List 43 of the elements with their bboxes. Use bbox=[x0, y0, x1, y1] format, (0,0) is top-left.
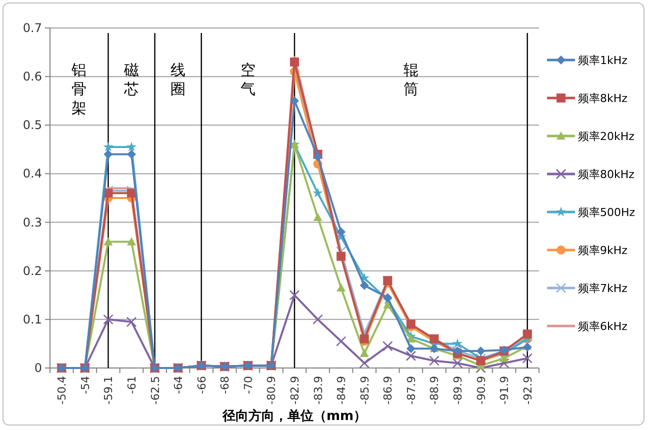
x-tick-label: -66 bbox=[195, 376, 208, 394]
x-axis-title: 径向方向，单位（mm） bbox=[221, 408, 367, 424]
annotation: 磁芯 bbox=[123, 61, 139, 98]
x-tick-label: -62.5 bbox=[148, 376, 162, 404]
x-tick-label: -88.9 bbox=[428, 376, 442, 404]
annotation: 辊筒 bbox=[403, 61, 418, 98]
x-tick-label: -85.9 bbox=[358, 376, 372, 404]
y-tick-label: 0.7 bbox=[22, 21, 42, 35]
y-tick-label: 0.6 bbox=[22, 70, 42, 84]
x-tick-label: -90.9 bbox=[474, 376, 488, 404]
x-tick-label: -50.4 bbox=[56, 376, 69, 404]
x-tick-label: -87.9 bbox=[404, 376, 418, 404]
x-tick-label: -54 bbox=[78, 376, 92, 394]
x-tick-label: -70 bbox=[242, 376, 255, 394]
x-tick-label: -61 bbox=[126, 376, 138, 394]
annotation: 铝骨架 bbox=[70, 61, 87, 117]
x-tick-label: -91.9 bbox=[498, 376, 512, 404]
y-tick-label: 0.3 bbox=[22, 215, 42, 230]
legend-label: 频率9kHz bbox=[578, 244, 628, 257]
y-tick-label: 0.1 bbox=[22, 312, 42, 326]
y-tick-label: 0.5 bbox=[22, 118, 42, 132]
legend-label: 频率6kHz bbox=[578, 320, 628, 333]
annotation: 线圈 bbox=[170, 61, 186, 98]
x-tick-label: -84.9 bbox=[335, 376, 348, 404]
y-tick-label: 0.2 bbox=[22, 264, 42, 278]
legend-label: 频率8kHz bbox=[578, 92, 628, 105]
legend-label: 频率80kHz bbox=[578, 168, 635, 181]
x-tick-label: -80.9 bbox=[265, 376, 278, 404]
x-tick-label: -82.9 bbox=[288, 376, 302, 404]
x-tick-label: -59.1 bbox=[102, 376, 116, 404]
x-tick-label: -68 bbox=[218, 376, 232, 394]
legend-label: 频率1kHz bbox=[578, 54, 628, 67]
x-tick-label: -89.9 bbox=[452, 376, 464, 404]
legend-label: 频率500Hz bbox=[578, 206, 636, 219]
y-tick-label: 0 bbox=[34, 361, 42, 375]
annotation: 空气 bbox=[240, 61, 256, 98]
y-tick-label: 0.4 bbox=[22, 166, 42, 181]
legend-label: 频率20kHz bbox=[578, 130, 635, 143]
x-tick-label: -64 bbox=[172, 376, 186, 394]
x-tick-label: -92.9 bbox=[521, 376, 534, 404]
x-tick-label: -86.9 bbox=[382, 376, 395, 404]
x-tick-label: -83.9 bbox=[312, 376, 325, 404]
legend-label: 频率7kHz bbox=[578, 282, 628, 295]
